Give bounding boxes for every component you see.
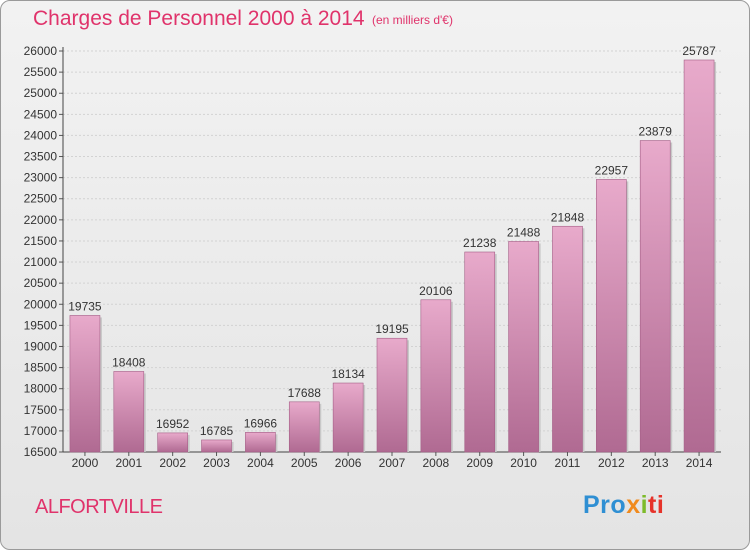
y-tick-label: 25000	[24, 86, 58, 100]
x-tick-label: 2011	[555, 456, 581, 470]
bar	[683, 59, 715, 453]
data-label: 16785	[200, 424, 234, 438]
data-label: 21488	[507, 225, 541, 239]
y-tick-label: 20500	[24, 276, 58, 290]
data-label: 20106	[419, 284, 453, 298]
chart-subtitle: (en milliers d'€)	[372, 13, 453, 27]
bar	[508, 241, 539, 453]
data-label: 19195	[375, 322, 409, 336]
y-tick-label: 22500	[24, 192, 58, 206]
chart-title: Charges de Personnel 2000 à 2014	[33, 7, 365, 30]
bar	[157, 432, 188, 453]
x-tick-label: 2013	[642, 456, 669, 470]
x-tick-label: 2008	[423, 456, 450, 470]
y-tick-label: 22000	[24, 213, 58, 227]
x-tick-label: 2002	[159, 456, 186, 470]
y-tick-label: 19500	[24, 318, 58, 332]
y-tick-label: 25500	[24, 65, 58, 79]
y-tick-label: 21500	[24, 234, 58, 248]
y-tick-label: 18500	[24, 361, 58, 375]
bar	[639, 140, 671, 453]
data-label: 19735	[68, 299, 102, 313]
y-tick-label: 23500	[24, 150, 58, 164]
place-name: ALFORTVILLE	[35, 496, 163, 518]
data-label: 16966	[244, 416, 278, 430]
data-label: 21238	[463, 236, 497, 250]
data-label: 23879	[639, 125, 673, 139]
x-tick-label: 2007	[379, 456, 406, 470]
x-tick-label: 2010	[510, 456, 537, 470]
y-tick-label: 24000	[24, 128, 58, 142]
x-tick-label: 2014	[686, 456, 713, 470]
x-tick-label: 2003	[203, 456, 230, 470]
bar	[113, 371, 145, 453]
y-tick-label: 20000	[24, 297, 58, 311]
bar	[332, 382, 364, 453]
data-label: 16952	[156, 417, 190, 431]
y-tick-label: 18000	[24, 382, 58, 396]
x-tick-label: 2009	[466, 456, 493, 470]
y-tick-label: 19000	[24, 339, 58, 353]
data-label: 17688	[288, 386, 322, 400]
bar	[245, 432, 276, 453]
bar	[420, 299, 452, 453]
logo-part-1: Pro	[583, 491, 627, 519]
data-label: 18134	[331, 367, 365, 381]
y-tick-label: 23000	[24, 171, 58, 185]
data-label: 18408	[112, 355, 146, 369]
x-tick-label: 2005	[291, 456, 318, 470]
proxiti-logo: Proxiti	[583, 491, 664, 520]
bar	[376, 337, 408, 453]
bar	[201, 439, 232, 453]
y-tick-label: 17000	[24, 424, 58, 438]
y-tick-label: 21000	[24, 255, 58, 269]
data-label: 22957	[595, 163, 629, 177]
logo-part-3: i	[640, 491, 649, 519]
x-tick-label: 2001	[115, 456, 142, 470]
logo-part-4: ti	[648, 491, 665, 519]
x-tick-label: 2004	[247, 456, 274, 470]
bar	[596, 179, 627, 453]
y-tick-label: 17500	[24, 403, 58, 417]
bar	[552, 225, 583, 453]
logo-part-2: x	[626, 491, 641, 519]
data-label: 21848	[551, 210, 585, 224]
y-tick-label: 26000	[24, 44, 58, 58]
x-tick-label: 2006	[335, 456, 362, 470]
x-tick-label: 2012	[598, 456, 625, 470]
x-tick-label: 2000	[72, 456, 99, 470]
bar	[464, 251, 496, 453]
data-label: 25787	[682, 44, 716, 58]
bar	[288, 401, 320, 453]
bar	[69, 315, 101, 453]
y-tick-label: 24500	[24, 107, 58, 121]
y-tick-label: 16500	[24, 445, 58, 459]
